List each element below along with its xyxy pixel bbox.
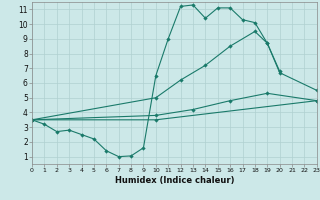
X-axis label: Humidex (Indice chaleur): Humidex (Indice chaleur) (115, 176, 234, 185)
